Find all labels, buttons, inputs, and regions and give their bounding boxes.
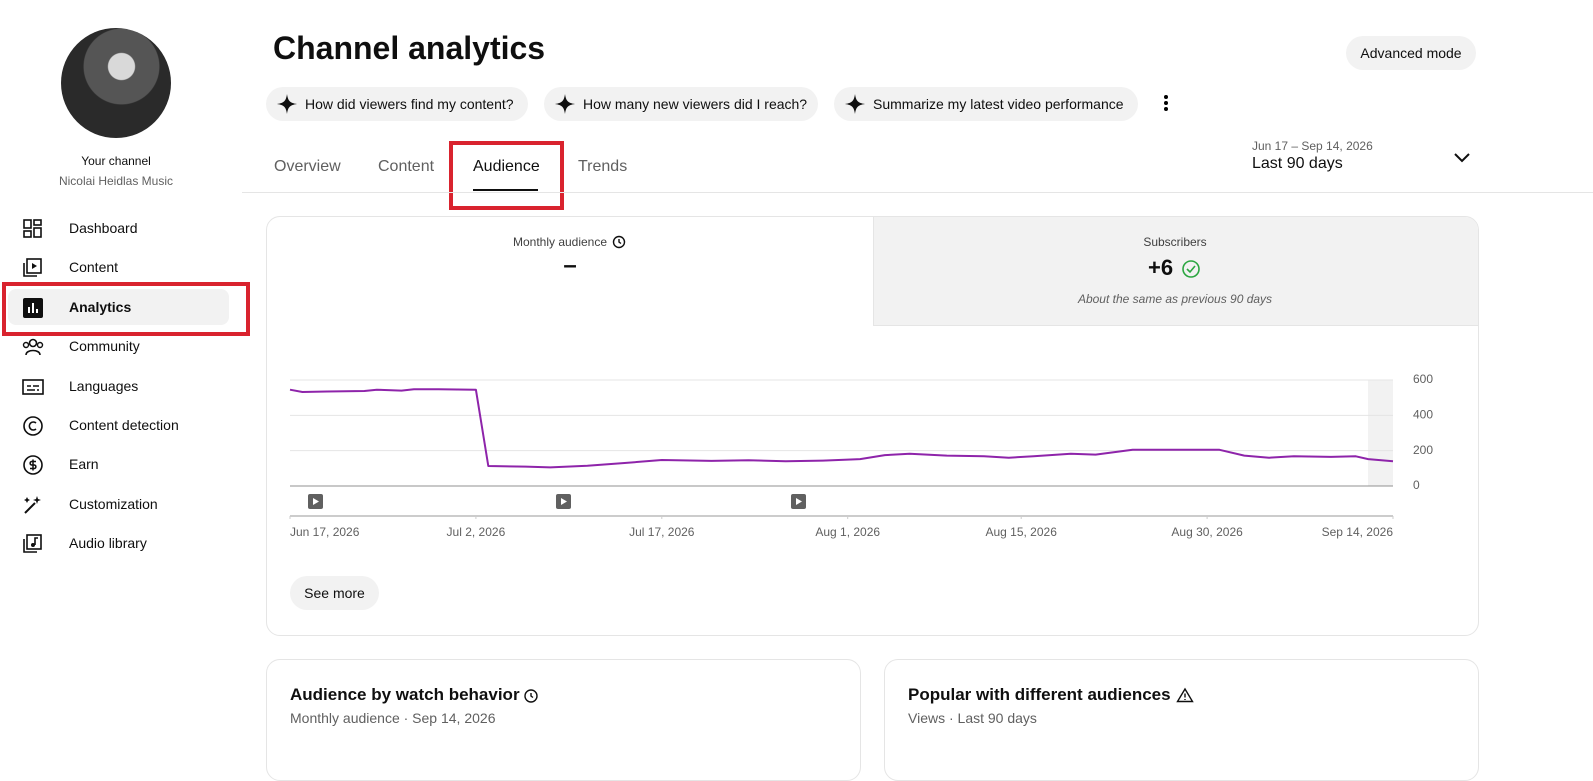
nav-item[interactable]: Audio library (0, 525, 240, 561)
x-tick-label: Jul 2, 2026 (447, 525, 506, 539)
page-title: Channel analytics (273, 30, 546, 66)
suggestion-chip[interactable]: How did viewers find my content? (266, 87, 528, 121)
nav-icon (22, 378, 44, 395)
nav-label: Earn (69, 456, 99, 473)
nav-item[interactable]: Customization (0, 486, 240, 522)
nav-item[interactable]: Content (0, 249, 240, 285)
sparkle-icon (845, 94, 865, 114)
nav-label: Languages (69, 377, 139, 394)
suggestion-chip[interactable]: How many new viewers did I reach? (544, 87, 818, 121)
metric-value: +6 (1148, 255, 1174, 280)
x-tick-label: Aug 1, 2026 (815, 525, 880, 539)
nav-icon (23, 258, 42, 278)
warning-icon (1176, 687, 1194, 703)
chevron[interactable] (1453, 151, 1471, 165)
card-subtitle: Monthly audience · Sep 14, 2026 (290, 710, 496, 726)
nav-label: Audio library (69, 535, 147, 552)
partial-period (1368, 380, 1393, 486)
date-label[interactable]: Last 90 days (1252, 155, 1343, 172)
tab[interactable]: Trends (578, 158, 628, 175)
nav-label: Community (69, 338, 140, 355)
tab-underline (473, 189, 538, 191)
see-more-button[interactable]: See more (290, 576, 379, 610)
highlight (2, 282, 250, 336)
clock-icon (524, 689, 538, 703)
nav-label: Dashboard (69, 220, 138, 236)
line-series (289, 388, 1394, 469)
nav-label: Content detection (69, 417, 179, 433)
date-range[interactable]: Jun 17 – Sep 14, 2026 (1252, 139, 1373, 153)
metric-label: Subscribers (1143, 235, 1207, 249)
nav-icon (23, 455, 43, 476)
tab[interactable]: Overview (274, 158, 341, 175)
nav-item[interactable]: Earn (0, 446, 240, 482)
divider (242, 192, 1593, 193)
y-tick-label: 200 (1413, 443, 1433, 457)
highlight (449, 141, 564, 210)
nav-item[interactable]: Dashboard (0, 210, 240, 246)
x-tick-label: Jul 17, 2026 (629, 525, 695, 539)
nav-label: Analytics (69, 298, 132, 315)
card-subtitle: Views · Last 90 days (908, 710, 1037, 726)
nav-icon (24, 495, 41, 514)
y-tick-label: 600 (1413, 372, 1433, 386)
nav-icon (23, 219, 42, 238)
nav-item[interactable]: Analytics (8, 288, 229, 325)
y-tick-label: 0 (1413, 478, 1420, 492)
sparkle-icon (277, 94, 297, 114)
video-markers[interactable] (308, 494, 806, 509)
x-tick-label: Aug 15, 2026 (985, 525, 1057, 539)
channel-name: Nicolai Heidlas Music (58, 174, 174, 188)
tab[interactable]: Audience (473, 158, 540, 175)
x-tick-label: Aug 30, 2026 (1171, 525, 1243, 539)
sparkle-icon (555, 94, 575, 114)
chart-card (266, 216, 1479, 636)
x-tick-label: Sep 14, 2026 (1322, 525, 1394, 539)
advanced-button[interactable]: Advanced mode (1346, 36, 1476, 70)
x-tick-label: Jun 17, 2026 (290, 525, 360, 539)
avatar (61, 28, 171, 138)
nav-label: Content (69, 259, 119, 276)
nav-item[interactable]: Languages (0, 368, 240, 404)
tab[interactable]: Content (378, 158, 435, 175)
suggestion-text[interactable]: How did viewers find my content? (305, 96, 514, 112)
nav-icon (22, 338, 44, 356)
card-title: Popular with different audiences (908, 685, 1171, 704)
nav-label: Customization (69, 495, 158, 512)
nav-item[interactable]: Community (0, 328, 240, 364)
channel-label: Your channel (81, 154, 151, 168)
check-icon (1182, 260, 1200, 278)
nav-item[interactable]: Content detection (0, 407, 240, 443)
chart: 0 200 400 600 Jun 17, 2026 Jul 2, 2026 Jul 17,… (289, 372, 1433, 539)
metric-label: Monthly audience (512, 235, 608, 249)
nav-icon (23, 297, 43, 318)
metric-tab-active (873, 217, 1478, 326)
suggestion-text[interactable]: How many new viewers did I reach? (583, 96, 808, 112)
suggestion-chip[interactable]: Summarize my latest video performance (834, 87, 1138, 121)
nav-icon (23, 534, 42, 553)
metric-note: About the same as previous 90 days (1077, 292, 1273, 306)
page: Your channel Nicolai Heidlas Music Dashb… (0, 28, 1593, 781)
suggestion-text[interactable]: Summarize my latest video performance (873, 96, 1124, 112)
nav-icon (23, 416, 43, 436)
y-tick-label: 400 (1413, 408, 1433, 422)
metric-value: – (563, 252, 577, 279)
clock-icon (612, 235, 626, 249)
card-title: Audience by watch behavior (290, 685, 520, 704)
more-icon[interactable] (1158, 94, 1174, 112)
